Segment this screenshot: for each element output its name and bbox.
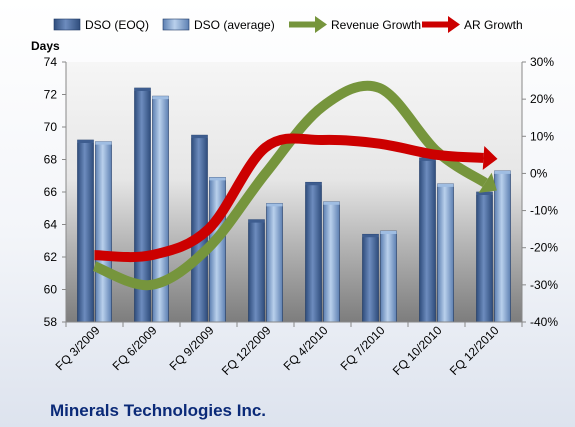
bars	[77, 87, 511, 323]
y-units-label: Days	[31, 39, 60, 53]
bar-top	[362, 234, 379, 238]
left-tick-label: 64	[44, 218, 58, 232]
legend-arrowhead-ar-growth	[448, 16, 460, 33]
growth-lines	[92, 80, 498, 291]
x-tick-label: FQ 9/2009	[167, 323, 217, 373]
bar-top	[494, 170, 511, 174]
legend-label-revenue-growth: Revenue Growth	[331, 18, 421, 32]
right-tick-label: -30%	[530, 278, 558, 292]
legend-swatch-dso-eoq	[53, 18, 81, 31]
bar-top	[77, 140, 94, 143]
bar-dso-average	[266, 203, 283, 323]
bar-dso-average	[323, 201, 340, 323]
right-tick-label: 10%	[530, 129, 554, 143]
left-tick-label: 58	[44, 315, 58, 329]
right-tick-label: 0%	[530, 166, 548, 180]
left-tick-label: 68	[44, 153, 58, 167]
legend-label-dso-eoq: DSO (EOQ)	[85, 18, 149, 32]
right-tick-label: -10%	[530, 204, 558, 218]
legend-arrowhead-revenue-growth	[315, 16, 327, 33]
legend-label-dso-average: DSO (average)	[194, 18, 275, 32]
bar-top	[152, 96, 169, 100]
x-axis: FQ 3/2009 FQ 6/2009 FQ 9/2009 FQ 12/2009 FQ …	[53, 322, 523, 378]
bar-top	[380, 231, 397, 234]
bar-top	[419, 157, 436, 161]
bar-top	[305, 182, 322, 186]
legend: DSO (EOQ) DSO (average) Revenue Growth AR G…	[53, 16, 523, 33]
bar-top	[134, 88, 151, 91]
right-axis: -40% -30% -20% -10% 0% 10% 20% 30%	[522, 55, 558, 329]
legend-swatch-dso-average	[162, 18, 190, 31]
bar-dso-eoq	[248, 219, 265, 323]
bar-top	[95, 141, 112, 145]
left-tick-label: 72	[44, 88, 58, 102]
left-axis: 58 60 62 64 66 68 70 72 74	[44, 55, 66, 329]
x-tick-label: FQ 12/2010	[447, 323, 502, 378]
right-tick-label: -20%	[530, 241, 558, 255]
x-tick-label: FQ 4/2010	[281, 323, 331, 373]
ar-growth-arrowhead	[482, 145, 498, 170]
bar-dso-eoq	[77, 139, 94, 323]
bar-top	[323, 201, 340, 205]
right-tick-label: 30%	[530, 55, 554, 69]
bar-dso-average	[380, 230, 397, 323]
bar-top	[209, 177, 226, 181]
bar-dso-average	[437, 183, 454, 323]
revenue-growth-arrowhead	[478, 172, 497, 193]
bar-dso-eoq	[362, 233, 379, 323]
x-tick-label: FQ 3/2009	[53, 323, 103, 373]
bar-dso-eoq	[476, 191, 493, 323]
left-tick-label: 62	[44, 250, 58, 264]
x-tick-label: FQ 7/2010	[338, 323, 388, 373]
left-tick-label: 66	[44, 185, 58, 199]
x-tick-label: FQ 10/2010	[390, 323, 445, 378]
left-tick-label: 60	[44, 283, 58, 297]
bar-top	[266, 203, 283, 207]
right-tick-label: 20%	[530, 92, 554, 106]
bar-top	[437, 183, 454, 187]
left-tick-label: 74	[44, 55, 58, 69]
bar-dso-average	[95, 141, 112, 323]
bar-dso-average	[494, 170, 511, 323]
left-tick-label: 70	[44, 120, 58, 134]
right-tick-label: -40%	[530, 315, 558, 329]
bar-top	[248, 219, 265, 223]
bar-dso-eoq	[419, 157, 436, 323]
x-tick-label: FQ 6/2009	[110, 323, 160, 373]
ar-growth-line	[94, 133, 484, 263]
bar-top	[191, 135, 208, 139]
bar-top	[476, 192, 493, 195]
x-tick-label: FQ 12/2009	[219, 323, 274, 378]
legend-label-ar-growth: AR Growth	[464, 18, 523, 32]
bar-dso-eoq	[305, 181, 322, 323]
chart-title: Minerals Technologies Inc.	[50, 401, 266, 420]
